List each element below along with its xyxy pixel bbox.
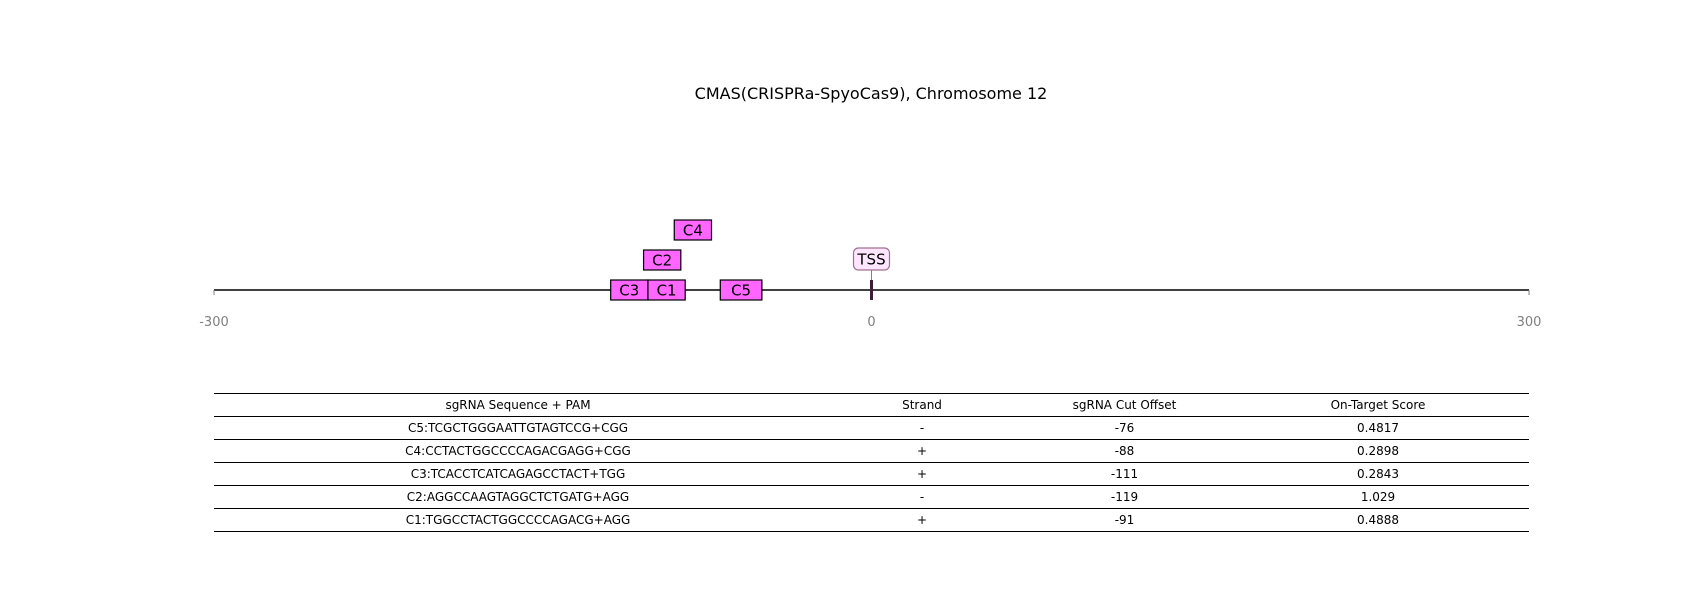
column-header-sequence: sgRNA Sequence + PAM	[214, 393, 822, 417]
score-cell: 0.4817	[1227, 416, 1529, 440]
guide-marker-c5: C5	[719, 279, 763, 301]
guide-table: sgRNA Sequence + PAM Strand sgRNA Cut Of…	[214, 393, 1529, 532]
score-cell: 1.029	[1227, 485, 1529, 509]
guide-label: C2	[652, 252, 672, 270]
axis-ticks: -300 0 300	[199, 290, 1541, 330]
guide-box	[719, 279, 763, 301]
score-cell: 0.4888	[1227, 508, 1529, 532]
tss-tick	[870, 280, 873, 300]
strand-cell: +	[822, 462, 1022, 486]
chart-title: CMAS(CRISPRa-SpyoCas9), Chromosome 12	[695, 84, 1048, 103]
guide-box	[673, 219, 713, 241]
sequence-cell: C1:TGGCCTACTGGCCCCAGACG+AGG	[214, 508, 822, 532]
strand-cell: +	[822, 508, 1022, 532]
sequence-cell: C3:TCACCTCATCAGAGCCTACT+TGG	[214, 462, 822, 486]
tss-marker-group: TSS	[852, 247, 891, 300]
guide-marker-c4: C4	[673, 219, 713, 241]
cut-offset-cell: -91	[1022, 508, 1227, 532]
table-row: C2:AGGCCAAGTAGGCTCTGATG+AGG - -119 1.029	[214, 485, 1529, 509]
guide-label: C1	[657, 282, 677, 300]
axis-tick-label: -300	[199, 315, 229, 330]
score-cell: 0.2843	[1227, 462, 1529, 486]
table-row: C5:TCGCTGGGAATTGTAGTCCG+CGG - -76 0.4817	[214, 416, 1529, 440]
column-header-cut-offset: sgRNA Cut Offset	[1022, 393, 1227, 417]
strand-cell: -	[822, 416, 1022, 440]
guide-marker-c2: C2	[642, 249, 682, 271]
cut-offset-cell: -111	[1022, 462, 1227, 486]
sequence-cell: C2:AGGCCAAGTAGGCTCTGATG+AGG	[214, 485, 822, 509]
sequence-cell: C5:TCGCTGGGAATTGTAGTCCG+CGG	[214, 416, 822, 440]
guide-marker-c1: C1	[647, 279, 686, 301]
guide-box	[647, 279, 686, 301]
table-row: C1:TGGCCTACTGGCCCCAGACG+AGG + -91 0.4888	[214, 508, 1529, 532]
cut-offset-cell: -88	[1022, 439, 1227, 463]
sequence-cell: C4:CCTACTGGCCCCAGACGAGG+CGG	[214, 439, 822, 463]
guide-label: C5	[731, 282, 751, 300]
table-row: C3:TCACCTCATCAGAGCCTACT+TGG + -111 0.284…	[214, 462, 1529, 486]
cut-offset-cell: -119	[1022, 485, 1227, 509]
tss-label-box	[852, 247, 891, 271]
column-header-strand: Strand	[822, 393, 1022, 417]
guide-marker-c3: C3	[610, 279, 649, 301]
column-header-score: On-Target Score	[1227, 393, 1529, 417]
cut-offset-cell: -76	[1022, 416, 1227, 440]
score-cell: 0.2898	[1227, 439, 1529, 463]
axis-tick-label: 0	[867, 315, 875, 330]
strand-cell: -	[822, 485, 1022, 509]
guide-markers: C5 C4 C3 C2 C1	[610, 219, 763, 301]
guide-label: C4	[683, 222, 703, 240]
guide-label: C3	[619, 282, 639, 300]
tss-label: TSS	[856, 251, 885, 269]
table-header-row: sgRNA Sequence + PAM Strand sgRNA Cut Of…	[214, 393, 1529, 417]
strand-cell: +	[822, 439, 1022, 463]
table-row: C4:CCTACTGGCCCCAGACGAGG+CGG + -88 0.2898	[214, 439, 1529, 463]
axis-tick-label: 300	[1517, 315, 1542, 330]
guide-box	[642, 249, 682, 271]
